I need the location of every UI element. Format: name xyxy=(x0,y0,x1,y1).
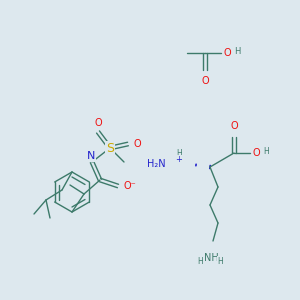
Text: O: O xyxy=(94,118,102,128)
Text: NH: NH xyxy=(204,253,218,263)
Text: O: O xyxy=(230,121,238,131)
Text: H: H xyxy=(263,148,269,157)
Text: +: + xyxy=(175,155,182,164)
Text: O⁻: O⁻ xyxy=(124,181,137,191)
Text: O: O xyxy=(223,48,231,58)
Text: H: H xyxy=(234,47,240,56)
Text: S: S xyxy=(106,142,114,154)
Text: H: H xyxy=(217,256,223,266)
Text: H₂N: H₂N xyxy=(147,159,166,169)
Text: O: O xyxy=(201,76,209,86)
Text: H: H xyxy=(176,149,182,158)
Text: N: N xyxy=(87,151,95,161)
Text: O: O xyxy=(133,139,141,149)
Text: H: H xyxy=(197,256,203,266)
Text: O: O xyxy=(252,148,260,158)
